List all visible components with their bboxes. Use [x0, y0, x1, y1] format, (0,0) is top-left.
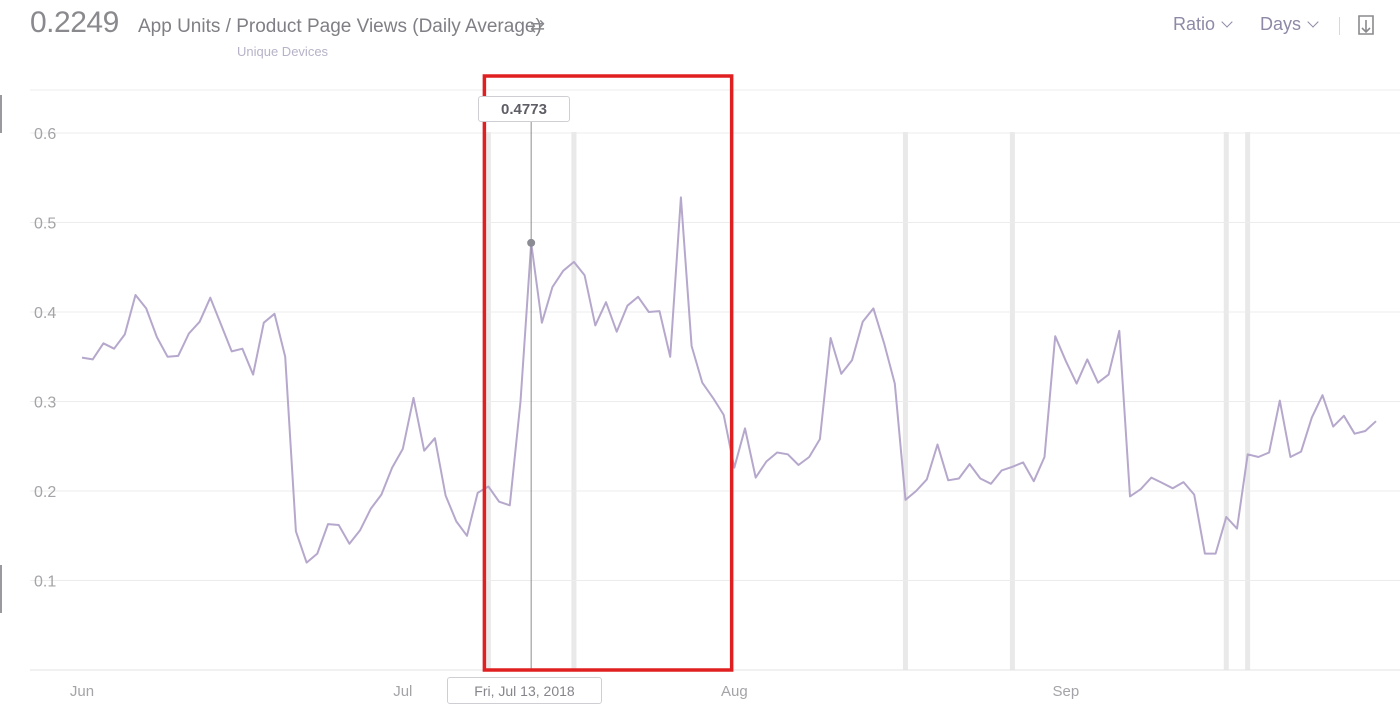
- days-dropdown-label: Days: [1260, 14, 1302, 34]
- hover-point: [527, 238, 536, 247]
- metric-title[interactable]: App Units / Product Page Views (Daily Av…: [138, 16, 542, 37]
- left-edge-marker: [0, 565, 2, 613]
- y-tick-label: 0.3: [34, 395, 56, 412]
- highlight-box: [482, 74, 734, 672]
- y-tick-label: 0.5: [34, 216, 56, 233]
- x-tick-label: Jul: [393, 683, 412, 700]
- ratio-dropdown-label: Ratio: [1173, 14, 1216, 34]
- swap-icon[interactable]: ⇄: [530, 16, 546, 36]
- gridlines: [30, 89, 1400, 671]
- download-icon[interactable]: [1356, 14, 1376, 38]
- date-badge: Fri, Jul 13, 2018: [447, 677, 602, 704]
- x-tick-label: Sep: [1053, 683, 1080, 700]
- x-tick-label: Jun: [70, 683, 94, 700]
- ratio-dropdown[interactable]: Ratio: [1173, 14, 1233, 35]
- left-edge-marker: [0, 95, 2, 133]
- x-axis-ticks: Jun Jul Aug Sep: [70, 683, 1079, 700]
- days-dropdown[interactable]: Days: [1260, 14, 1319, 35]
- series-line[interactable]: [81, 196, 1377, 564]
- x-tick-label: Aug: [721, 683, 748, 700]
- headline-value: 0.2249: [30, 6, 119, 39]
- value-tooltip: 0.4773: [478, 96, 570, 122]
- chart-header: 0.2249 App Units / Product Page Views (D…: [0, 0, 1400, 70]
- y-tick-label: 0.4: [34, 305, 56, 322]
- metric-subtitle[interactable]: Unique Devices: [237, 44, 329, 59]
- y-tick-label: 0.2: [34, 484, 56, 501]
- y-tick-label: 0.6: [34, 126, 56, 143]
- header-divider: [1339, 17, 1340, 35]
- y-tick-label: 0.1: [34, 574, 56, 591]
- y-axis-ticks: 0.1 0.2 0.3 0.4 0.5 0.6: [34, 126, 56, 591]
